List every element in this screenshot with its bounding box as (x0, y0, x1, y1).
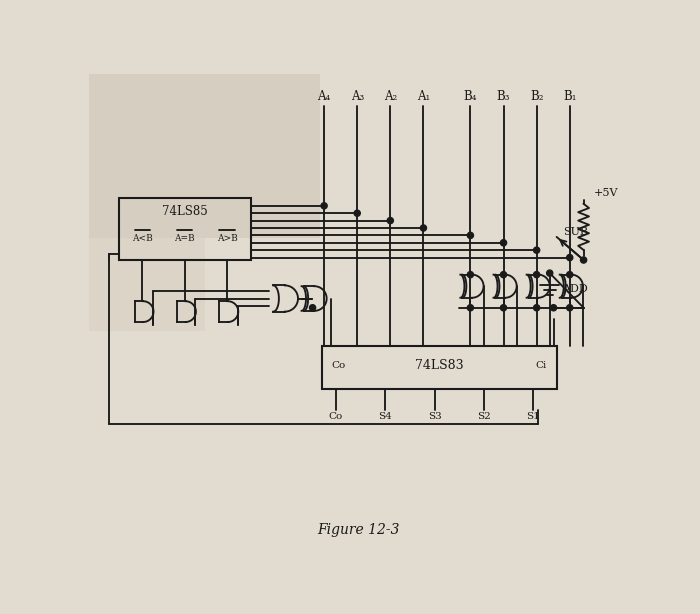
Circle shape (321, 203, 327, 209)
Circle shape (309, 305, 316, 311)
FancyBboxPatch shape (90, 74, 321, 238)
Text: B₄: B₄ (463, 90, 477, 103)
Circle shape (547, 270, 553, 276)
Text: Figure 12-3: Figure 12-3 (318, 523, 400, 537)
Circle shape (567, 305, 573, 311)
Circle shape (468, 305, 473, 311)
Circle shape (550, 305, 556, 311)
Text: S1: S1 (526, 413, 540, 421)
Text: 74LS83: 74LS83 (415, 359, 463, 372)
Text: S2: S2 (477, 413, 491, 421)
Text: A₄: A₄ (318, 90, 330, 103)
Text: A>B: A>B (217, 234, 237, 243)
Text: +5V: +5V (594, 188, 618, 198)
Text: A₂: A₂ (384, 90, 397, 103)
Circle shape (387, 217, 393, 223)
Text: B₁: B₁ (563, 90, 577, 103)
Text: S3: S3 (428, 413, 442, 421)
Circle shape (500, 305, 507, 311)
FancyBboxPatch shape (90, 238, 204, 331)
Circle shape (580, 257, 587, 263)
Text: A<B: A<B (132, 234, 153, 243)
Text: Ci: Ci (536, 361, 547, 370)
Circle shape (468, 271, 473, 278)
Circle shape (500, 271, 507, 278)
Text: A₃: A₃ (351, 90, 364, 103)
Text: SUB: SUB (563, 227, 588, 237)
Circle shape (567, 271, 573, 278)
Circle shape (468, 232, 473, 238)
Circle shape (533, 271, 540, 278)
Circle shape (533, 305, 540, 311)
Circle shape (420, 225, 426, 231)
Circle shape (567, 254, 573, 260)
Text: S4: S4 (378, 413, 392, 421)
Text: ADD: ADD (562, 284, 588, 293)
Text: B₃: B₃ (497, 90, 510, 103)
Text: B₂: B₂ (530, 90, 543, 103)
Text: A=B: A=B (174, 234, 195, 243)
Circle shape (354, 210, 360, 216)
Text: 74LS85: 74LS85 (162, 206, 208, 219)
Text: Co: Co (332, 361, 346, 370)
Text: Co: Co (329, 413, 343, 421)
Circle shape (533, 247, 540, 253)
Circle shape (500, 239, 507, 246)
Text: A₁: A₁ (416, 90, 430, 103)
